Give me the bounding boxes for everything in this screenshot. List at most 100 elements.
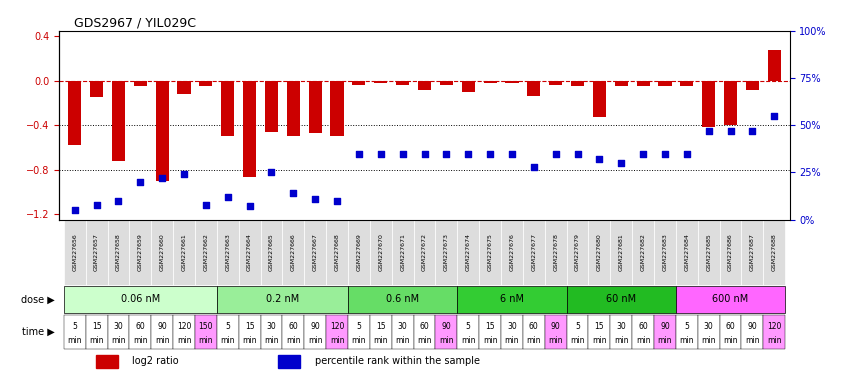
Bar <box>396 81 409 85</box>
Bar <box>702 81 715 127</box>
Point <box>243 204 256 210</box>
FancyBboxPatch shape <box>458 286 566 313</box>
Text: min: min <box>308 336 323 345</box>
Bar <box>243 81 256 177</box>
FancyBboxPatch shape <box>370 315 391 349</box>
Text: min: min <box>614 336 628 345</box>
FancyBboxPatch shape <box>283 220 304 285</box>
Bar <box>637 81 649 86</box>
Text: GSM227686: GSM227686 <box>728 233 733 271</box>
FancyBboxPatch shape <box>720 315 741 349</box>
Text: min: min <box>242 336 257 345</box>
Text: 60: 60 <box>419 322 430 331</box>
FancyBboxPatch shape <box>151 315 173 349</box>
FancyBboxPatch shape <box>304 220 326 285</box>
Text: GSM227664: GSM227664 <box>247 233 252 271</box>
Text: GSM227675: GSM227675 <box>487 233 492 271</box>
Text: 0.6 nM: 0.6 nM <box>386 295 419 305</box>
Text: min: min <box>111 336 126 345</box>
Text: min: min <box>504 336 520 345</box>
Point <box>68 207 82 214</box>
Text: GSM227661: GSM227661 <box>182 233 187 271</box>
Text: 120: 120 <box>177 322 191 331</box>
Text: GSM227662: GSM227662 <box>204 233 208 271</box>
Text: 120: 120 <box>767 322 781 331</box>
Bar <box>112 81 125 161</box>
FancyBboxPatch shape <box>545 220 566 285</box>
Text: 15: 15 <box>594 322 604 331</box>
Text: min: min <box>592 336 607 345</box>
FancyBboxPatch shape <box>348 286 458 313</box>
FancyBboxPatch shape <box>763 315 785 349</box>
FancyBboxPatch shape <box>216 315 239 349</box>
Point <box>200 202 213 208</box>
FancyBboxPatch shape <box>195 220 216 285</box>
Point <box>593 156 606 162</box>
Text: GSM227674: GSM227674 <box>466 233 470 271</box>
FancyBboxPatch shape <box>610 315 633 349</box>
FancyBboxPatch shape <box>698 315 720 349</box>
Text: 6 nM: 6 nM <box>500 295 524 305</box>
Bar <box>134 81 147 86</box>
Point <box>571 151 584 157</box>
Text: GSM227668: GSM227668 <box>335 233 340 271</box>
Bar <box>527 81 540 96</box>
Text: 5: 5 <box>466 322 470 331</box>
FancyBboxPatch shape <box>523 220 545 285</box>
FancyBboxPatch shape <box>64 220 86 285</box>
Point <box>374 151 388 157</box>
Text: GSM227670: GSM227670 <box>379 233 383 271</box>
Bar <box>659 81 672 86</box>
Text: 5: 5 <box>357 322 362 331</box>
FancyBboxPatch shape <box>348 220 370 285</box>
Point <box>527 164 541 170</box>
Text: 90: 90 <box>660 322 670 331</box>
FancyBboxPatch shape <box>676 220 698 285</box>
Text: min: min <box>396 336 410 345</box>
Text: GSM227680: GSM227680 <box>597 233 602 271</box>
Text: min: min <box>701 336 716 345</box>
FancyBboxPatch shape <box>501 220 523 285</box>
Text: min: min <box>658 336 672 345</box>
Text: min: min <box>571 336 585 345</box>
Text: GSM227677: GSM227677 <box>531 233 537 271</box>
Point <box>702 128 716 134</box>
Bar <box>549 81 562 85</box>
FancyBboxPatch shape <box>108 220 129 285</box>
Text: min: min <box>461 336 475 345</box>
Point <box>265 169 278 175</box>
Point <box>352 151 366 157</box>
Text: GSM227687: GSM227687 <box>750 233 755 271</box>
Text: GSM227682: GSM227682 <box>641 233 645 271</box>
Text: 90: 90 <box>747 322 757 331</box>
FancyBboxPatch shape <box>501 315 523 349</box>
Text: log2 ratio: log2 ratio <box>132 356 179 366</box>
Bar <box>265 81 278 132</box>
Bar <box>222 81 234 136</box>
FancyBboxPatch shape <box>676 315 698 349</box>
FancyBboxPatch shape <box>239 315 261 349</box>
FancyBboxPatch shape <box>436 220 458 285</box>
Text: min: min <box>526 336 541 345</box>
Text: 30: 30 <box>507 322 517 331</box>
Text: GSM227688: GSM227688 <box>772 233 777 271</box>
FancyBboxPatch shape <box>698 220 720 285</box>
Point <box>308 196 322 202</box>
Text: GSM227676: GSM227676 <box>509 233 514 271</box>
Text: 15: 15 <box>376 322 385 331</box>
FancyBboxPatch shape <box>129 220 151 285</box>
Text: GSM227663: GSM227663 <box>225 233 230 271</box>
FancyBboxPatch shape <box>283 315 304 349</box>
FancyBboxPatch shape <box>566 286 676 313</box>
FancyBboxPatch shape <box>86 220 108 285</box>
FancyBboxPatch shape <box>633 315 654 349</box>
Text: min: min <box>636 336 650 345</box>
Bar <box>462 81 475 92</box>
Text: GSM227679: GSM227679 <box>575 233 580 271</box>
Bar <box>287 81 300 136</box>
Text: time ▶: time ▶ <box>22 327 55 337</box>
Text: 15: 15 <box>245 322 255 331</box>
Bar <box>352 81 365 85</box>
Text: min: min <box>439 336 453 345</box>
Point <box>287 190 301 196</box>
